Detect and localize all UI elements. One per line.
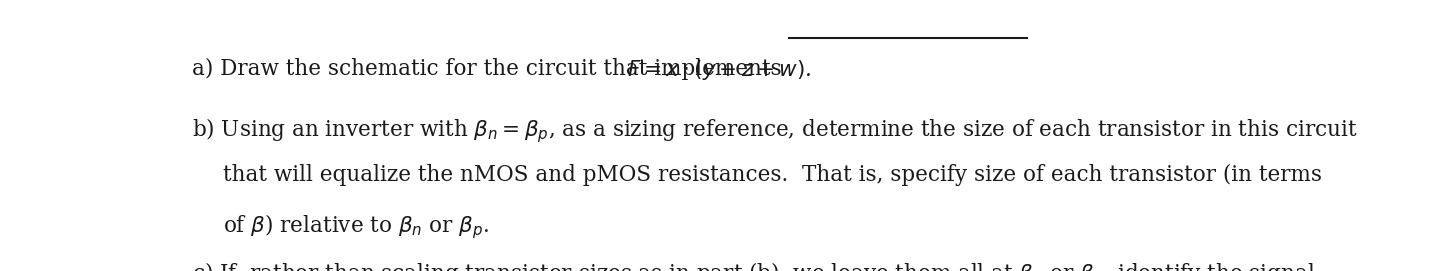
Text: b) Using an inverter with $\beta_n = \beta_p$, as a sizing reference, determine : b) Using an inverter with $\beta_n = \be… [192, 116, 1357, 145]
Text: c) If, rather than scaling transistor sizes as in part (b), we leave them all at: c) If, rather than scaling transistor si… [192, 260, 1315, 271]
Text: of $\beta$) relative to $\beta_n$ or $\beta_p$.: of $\beta$) relative to $\beta_n$ or $\b… [223, 212, 491, 241]
Text: $F = x \cdot (y + z + w)$.: $F = x \cdot (y + z + w)$. [627, 57, 812, 82]
Text: that will equalize the nMOS and pMOS resistances.  That is, specify size of each: that will equalize the nMOS and pMOS res… [223, 164, 1323, 186]
Text: a) Draw the schematic for the circuit that implements: a) Draw the schematic for the circuit th… [192, 57, 789, 80]
